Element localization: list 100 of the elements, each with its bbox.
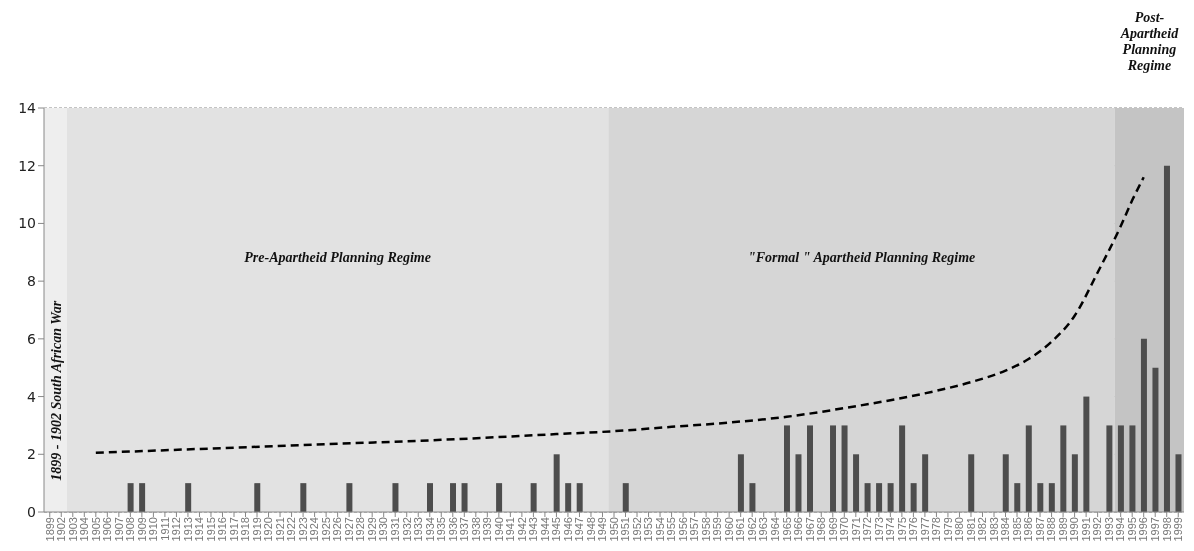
x-tick-label: 1904	[78, 517, 91, 542]
bar	[1014, 483, 1021, 512]
bar	[841, 425, 848, 512]
x-tick-label: 1956	[676, 517, 689, 542]
x-tick-label: 1903	[66, 517, 79, 542]
bar	[910, 483, 917, 512]
x-tick-label: 1953	[642, 517, 655, 542]
x-tick-label: 1910	[147, 517, 160, 542]
x-tick-label: 1988	[1045, 517, 1058, 542]
x-tick-label: 1978	[930, 517, 943, 542]
x-tick-label: 1981	[964, 517, 977, 542]
bar	[1152, 367, 1159, 512]
bar	[346, 483, 353, 512]
x-tick-label: 1928	[354, 517, 367, 542]
x-tick-label: 1983	[987, 517, 1000, 542]
x-tick-label: 1946	[561, 517, 574, 542]
bar	[254, 483, 261, 512]
x-tick-label: 1974	[884, 517, 897, 542]
bar	[899, 425, 906, 512]
x-tick-label: 1923	[296, 517, 309, 542]
bar	[1071, 454, 1078, 512]
x-tick-label: 1959	[711, 517, 724, 542]
y-tick-label: 8	[27, 273, 36, 290]
x-tick-label: 1993	[1102, 517, 1115, 542]
x-tick-label: 1979	[941, 517, 954, 542]
x-tick-label: 1976	[907, 517, 920, 542]
x-tick-label: 1899	[43, 517, 56, 542]
x-tick-label: 1936	[446, 517, 459, 542]
x-tick-label: 1935	[435, 517, 448, 542]
y-tick-label: 0	[27, 503, 36, 520]
x-tick-label: 1921	[273, 517, 286, 542]
x-tick-label: 1919	[250, 517, 263, 542]
band-label: 1899 - 1902 South African War	[48, 300, 64, 481]
x-tick-label: 1915	[204, 517, 217, 542]
x-tick-label: 1971	[849, 517, 862, 542]
x-tick-label: 1965	[780, 517, 793, 542]
x-tick-label: 1943	[527, 517, 540, 542]
bar	[127, 483, 134, 512]
bar	[1106, 425, 1113, 512]
x-tick-label: 1920	[262, 517, 275, 542]
bar	[461, 483, 468, 512]
x-tick-label: 1908	[124, 517, 137, 542]
bar	[530, 483, 537, 512]
x-tick-label: 1966	[792, 517, 805, 542]
x-tick-label: 1940	[492, 517, 505, 542]
x-tick-label: 1948	[584, 517, 597, 542]
bar	[1117, 425, 1124, 512]
x-tick-label: 1926	[331, 517, 344, 542]
bar	[853, 454, 860, 512]
x-tick-label: 1927	[342, 517, 355, 542]
x-tick-label: 1937	[458, 517, 471, 542]
bar	[876, 483, 883, 512]
bar	[450, 483, 457, 512]
x-tick-label: 1997	[1149, 517, 1162, 542]
bar	[887, 483, 894, 512]
bar	[1129, 425, 1136, 512]
x-tick-label: 1911	[158, 517, 171, 541]
x-tick-label: 1995	[1125, 517, 1138, 542]
bar	[1175, 454, 1182, 512]
x-tick-label: 1939	[481, 517, 494, 542]
bar	[795, 454, 802, 512]
bar	[864, 483, 871, 512]
bar	[1048, 483, 1055, 512]
bar	[830, 425, 837, 512]
y-tick-label: 4	[27, 388, 37, 405]
x-tick-label: 1902	[55, 517, 68, 542]
x-tick-label: 1990	[1068, 517, 1081, 542]
x-tick-label: 1913	[181, 517, 194, 542]
x-tick-label: 1968	[815, 517, 828, 542]
band-label: "Formal " Apartheid Planning Regime	[747, 249, 976, 265]
x-tick-label: 1973	[872, 517, 885, 542]
bar	[1163, 165, 1170, 512]
x-tick-label: 1970	[838, 517, 851, 542]
bar	[968, 454, 975, 512]
bar	[576, 483, 583, 512]
x-tick-label: 1998	[1160, 517, 1173, 542]
x-tick-label: 1967	[803, 517, 816, 542]
y-tick-label: 10	[18, 215, 36, 232]
x-tick-label: 1955	[665, 517, 678, 542]
line-series	[94, 176, 1145, 455]
x-tick-label: 1986	[1022, 517, 1035, 542]
x-tick-label: 1916	[216, 517, 229, 542]
y-tick-label: 2	[27, 446, 36, 463]
x-tick-label: 1975	[895, 517, 908, 542]
x-tick-label: 1992	[1091, 517, 1104, 542]
bar	[1083, 396, 1090, 512]
x-tick-label: 1985	[1010, 517, 1023, 542]
x-tick-label: 1941	[504, 517, 517, 542]
x-tick-label: 1934	[423, 517, 436, 542]
bar	[749, 483, 756, 512]
bar	[1140, 338, 1147, 512]
x-tick-label: 1999	[1172, 517, 1185, 542]
bar	[737, 454, 744, 512]
x-tick-label: 1969	[826, 517, 839, 542]
bar	[807, 425, 813, 512]
x-tick-label: 1972	[861, 517, 874, 542]
x-tick-label: 1951	[619, 517, 632, 542]
x-tick-label: 1954	[653, 517, 666, 542]
bar	[392, 483, 399, 512]
bar	[565, 483, 572, 512]
